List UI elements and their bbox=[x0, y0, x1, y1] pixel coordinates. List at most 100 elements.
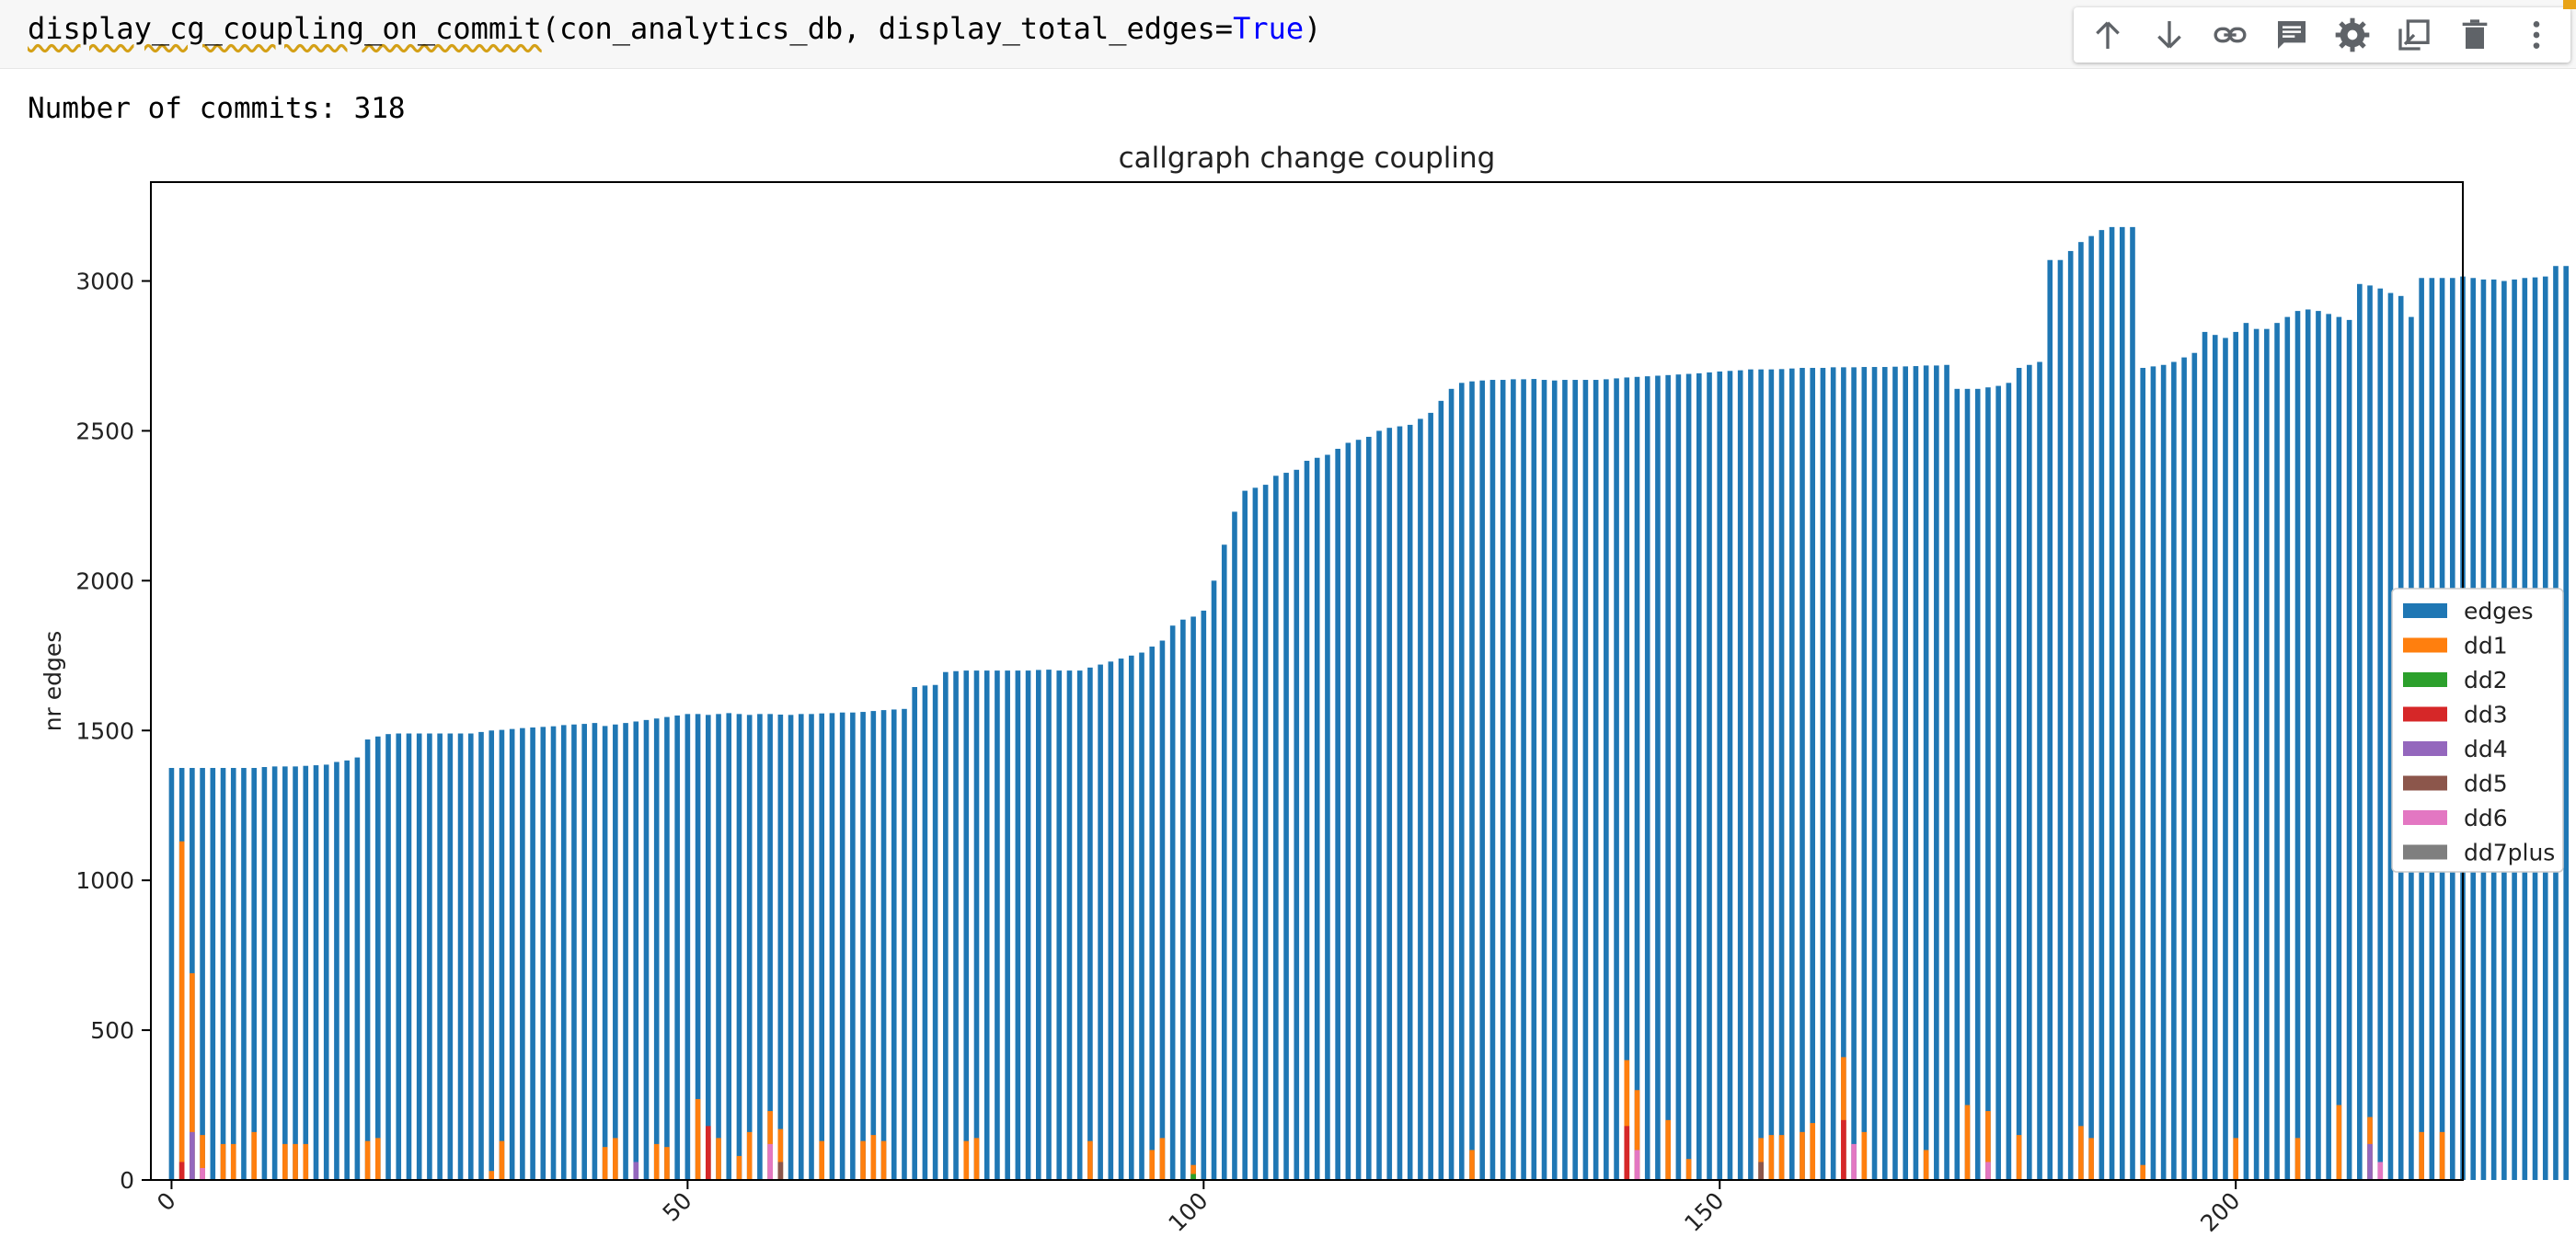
bar-edges bbox=[1294, 469, 1300, 1180]
bar-edges bbox=[1005, 670, 1010, 1180]
bar-edges bbox=[1180, 619, 1186, 1180]
bar-edges bbox=[850, 712, 856, 1180]
legend-swatch-edges bbox=[2403, 603, 2447, 618]
bar-edges bbox=[2357, 283, 2363, 1181]
bar-edges bbox=[706, 715, 711, 1180]
x-tick-label: 0 bbox=[152, 1187, 181, 1217]
bar-edges bbox=[963, 670, 970, 1180]
bar-edges bbox=[251, 767, 257, 1180]
copy-link-button[interactable] bbox=[2203, 7, 2258, 63]
bar-edges bbox=[2088, 235, 2094, 1180]
bar-edges bbox=[2316, 311, 2321, 1180]
bar-edges bbox=[499, 729, 505, 1180]
bar-edges bbox=[1325, 454, 1330, 1181]
bar-edges bbox=[2305, 309, 2311, 1181]
bar-edges bbox=[2223, 338, 2228, 1180]
bar-edges bbox=[1572, 380, 1578, 1180]
bar-edges bbox=[2016, 368, 2022, 1180]
bar-edges bbox=[1098, 664, 1103, 1180]
bar-edges bbox=[271, 766, 278, 1180]
bar-dd1 bbox=[1768, 1135, 1775, 1180]
bar-edges bbox=[1624, 377, 1630, 1180]
y-axis: 0 500 1000 1500 2000 2500 3000 bbox=[75, 269, 151, 1194]
move-cell-down-button[interactable] bbox=[2143, 7, 2197, 63]
bar-dd-minor bbox=[178, 1162, 185, 1180]
move-cell-up-button[interactable] bbox=[2081, 7, 2135, 63]
bar-edges bbox=[767, 714, 773, 1180]
bar-edges bbox=[1500, 380, 1506, 1180]
mirror-cell-button[interactable] bbox=[2387, 7, 2442, 63]
code-cell[interactable]: display_cg_coupling_on_commit(con_analyt… bbox=[0, 0, 2576, 69]
bar-dd1 bbox=[2294, 1138, 2301, 1180]
bar-edges bbox=[664, 716, 670, 1180]
bar-edges bbox=[973, 670, 980, 1180]
bar-edges bbox=[1903, 366, 1908, 1180]
more-options-button[interactable] bbox=[2510, 7, 2564, 63]
comment-icon bbox=[2277, 21, 2306, 49]
add-comment-button[interactable] bbox=[2265, 7, 2319, 63]
bar-dd1 bbox=[664, 1147, 670, 1180]
bar-edges bbox=[457, 733, 464, 1180]
bar-edges bbox=[1593, 380, 1599, 1180]
code-function-name: display_cg_coupling_on_commit bbox=[28, 11, 542, 46]
bar-edges bbox=[695, 714, 701, 1180]
bar-edges bbox=[1283, 473, 1289, 1180]
bar-edges bbox=[2140, 368, 2146, 1180]
bar-edges bbox=[2130, 226, 2135, 1180]
bar-edges bbox=[788, 715, 794, 1180]
legend-label-dd5: dd5 bbox=[2464, 771, 2508, 797]
bar-dd1 bbox=[1469, 1150, 1475, 1180]
bar-edges bbox=[1531, 379, 1537, 1180]
bar-edges bbox=[902, 708, 907, 1180]
code-line[interactable]: display_cg_coupling_on_commit(con_analyt… bbox=[28, 4, 1321, 53]
bar-dd1 bbox=[819, 1140, 825, 1180]
bar-edges bbox=[2233, 331, 2238, 1180]
bar-edges bbox=[1397, 426, 1403, 1180]
legend-swatch-dd5 bbox=[2403, 775, 2447, 791]
y-tick-label: 2500 bbox=[75, 418, 134, 444]
bar-edges bbox=[364, 739, 371, 1180]
bar-edges bbox=[1479, 380, 1486, 1181]
bar-edges bbox=[1964, 388, 1971, 1180]
bar-edges bbox=[1087, 667, 1093, 1180]
legend-label-dd2: dd2 bbox=[2464, 667, 2508, 693]
bar-edges bbox=[344, 760, 350, 1180]
bar-edges bbox=[932, 684, 938, 1180]
legend-swatch-dd6 bbox=[2403, 810, 2447, 825]
x-tick-label: 100 bbox=[1163, 1187, 1213, 1237]
bar-edges bbox=[550, 726, 557, 1180]
delete-cell-button[interactable] bbox=[2448, 7, 2502, 63]
bar-dd-minor bbox=[1634, 1150, 1640, 1180]
bar-edges bbox=[943, 671, 949, 1180]
legend-label-dd4: dd4 bbox=[2464, 736, 2508, 762]
bar-dd-minor bbox=[1985, 1162, 1991, 1180]
bar-edges bbox=[1242, 490, 1248, 1180]
bar-edges bbox=[1737, 370, 1743, 1180]
bar-dd1 bbox=[1841, 1057, 1846, 1180]
bar-edges bbox=[1974, 388, 1981, 1180]
bar-dd1 bbox=[1634, 1090, 1640, 1180]
bar-dd1 bbox=[2439, 1131, 2445, 1180]
bar-dd1 bbox=[1964, 1105, 1971, 1180]
bar-edges bbox=[922, 685, 928, 1180]
bar-edges bbox=[1025, 670, 1031, 1180]
bar-edges bbox=[2119, 226, 2125, 1180]
bar-edges bbox=[1314, 457, 1320, 1180]
bar-edges bbox=[2181, 357, 2187, 1180]
bar-edges bbox=[1995, 385, 2001, 1181]
bar-edges bbox=[953, 670, 959, 1180]
bar-edges bbox=[2294, 311, 2301, 1180]
bar-edges bbox=[220, 767, 226, 1180]
bar-edges bbox=[1614, 378, 1619, 1181]
settings-button[interactable] bbox=[2326, 7, 2380, 63]
bar-edges bbox=[1675, 374, 1682, 1180]
bar-edges bbox=[1428, 412, 1433, 1181]
legend-swatch-dd3 bbox=[2403, 706, 2447, 722]
bar-edges bbox=[375, 736, 381, 1180]
bar-dd1 bbox=[746, 1131, 753, 1180]
bar-edges bbox=[2171, 361, 2177, 1180]
y-tick-label: 500 bbox=[90, 1017, 134, 1044]
bar-edges bbox=[210, 767, 216, 1180]
bar-edges bbox=[1056, 670, 1063, 1180]
bar-dd1 bbox=[499, 1140, 505, 1180]
